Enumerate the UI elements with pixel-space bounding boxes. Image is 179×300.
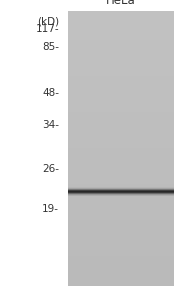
Text: 117-: 117- (35, 23, 59, 34)
Text: 19-: 19- (42, 203, 59, 214)
Text: HeLa: HeLa (106, 0, 136, 8)
Text: 85-: 85- (42, 41, 59, 52)
Text: (kD): (kD) (37, 16, 59, 26)
Text: 48-: 48- (42, 88, 59, 98)
Text: 34-: 34- (42, 119, 59, 130)
Text: 26-: 26- (42, 164, 59, 175)
